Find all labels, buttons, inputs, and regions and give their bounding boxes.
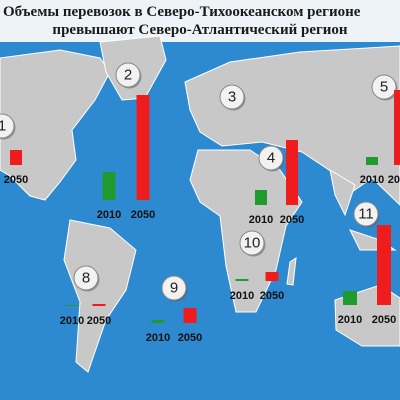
bar xyxy=(65,305,79,306)
north-america xyxy=(0,49,111,201)
region-marker xyxy=(258,145,284,171)
bar xyxy=(10,150,22,165)
region-marker xyxy=(115,62,141,88)
region-number: 1 xyxy=(0,118,6,135)
region-number: 3 xyxy=(228,89,236,106)
madagascar xyxy=(286,256,297,286)
bar xyxy=(102,172,116,200)
title-line: превышают Северо-Атлантический регион xyxy=(52,22,348,38)
africa xyxy=(189,149,303,313)
bar xyxy=(366,157,378,165)
bar xyxy=(377,225,391,305)
year-label: 2050 xyxy=(260,290,284,302)
region-marker xyxy=(219,84,245,110)
year-label: 2010 xyxy=(146,332,170,344)
region-marker xyxy=(0,113,15,139)
year-label: 2050 xyxy=(280,214,304,226)
bar xyxy=(255,190,267,205)
bar xyxy=(265,272,279,281)
region-marker xyxy=(371,74,397,100)
year-label: 2050 xyxy=(87,315,111,327)
india xyxy=(329,168,356,217)
title-band xyxy=(0,0,400,42)
year-label: 2050 xyxy=(131,209,155,221)
region-marker xyxy=(353,201,379,227)
region-number: 4 xyxy=(267,150,275,167)
year-label: 2050 xyxy=(388,174,400,186)
bar xyxy=(183,308,197,323)
bar xyxy=(394,90,400,165)
year-label: 2050 xyxy=(372,314,396,326)
year-label: 2050 xyxy=(4,174,28,186)
bar xyxy=(235,279,249,281)
region-number: 11 xyxy=(358,206,374,223)
region-marker xyxy=(73,265,99,291)
year-label: 2010 xyxy=(338,314,362,326)
bar xyxy=(343,291,357,305)
bar xyxy=(151,320,165,323)
south-america xyxy=(63,219,137,373)
year-label: 2010 xyxy=(230,290,254,302)
region-number: 9 xyxy=(170,280,178,297)
year-label: 2010 xyxy=(97,209,121,221)
region-number: 10 xyxy=(244,235,261,252)
year-label: 2010 xyxy=(360,174,384,186)
bar xyxy=(92,304,106,306)
region-marker xyxy=(161,275,187,301)
continents xyxy=(0,35,400,373)
region-number: 5 xyxy=(380,79,388,96)
region-number: 8 xyxy=(82,270,90,287)
region-number: 2 xyxy=(124,67,132,84)
year-label: 2010 xyxy=(249,214,273,226)
year-label: 2050 xyxy=(178,332,202,344)
year-label: 2010 xyxy=(60,315,84,327)
bar xyxy=(286,140,298,205)
bar xyxy=(136,95,150,200)
title-line: Объемы перевозок в Северо-Тихоокеанском … xyxy=(3,4,361,20)
region-marker xyxy=(239,230,265,256)
